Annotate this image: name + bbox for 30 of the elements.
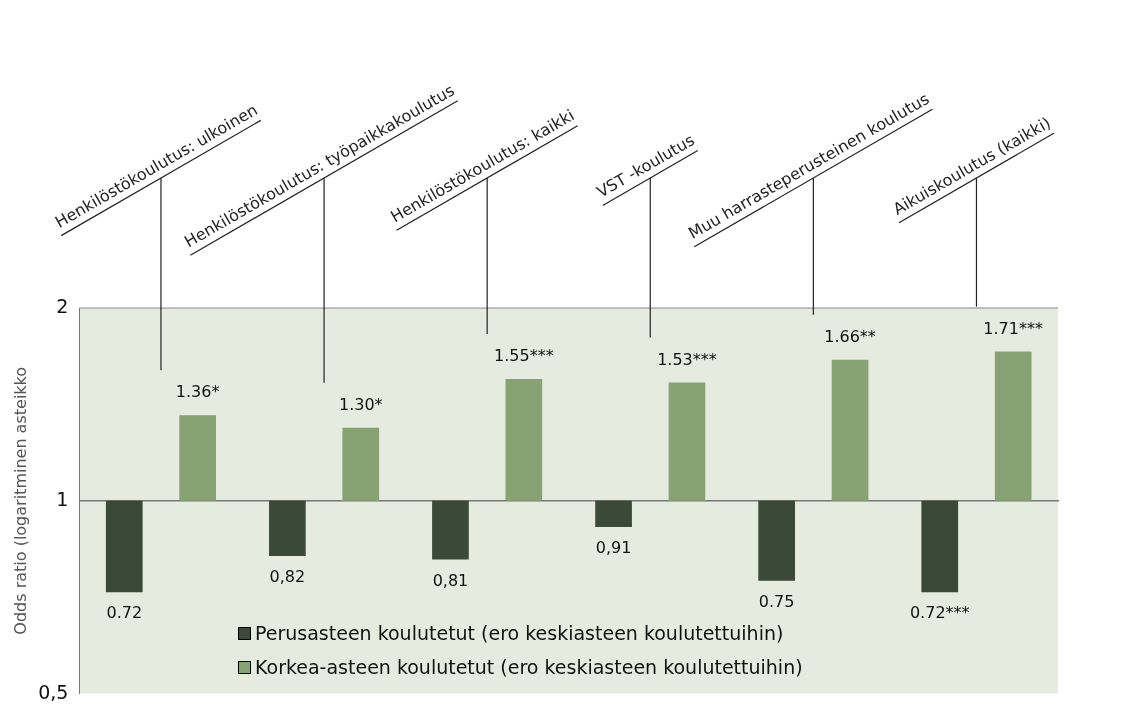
- data-label: 1.30*: [338, 394, 383, 414]
- data-label: 0,91: [595, 538, 632, 558]
- bar: [342, 427, 380, 501]
- bar: [921, 500, 959, 593]
- bar: [179, 415, 217, 501]
- data-label: 0.72: [106, 603, 143, 623]
- bar: [105, 500, 143, 593]
- legend-label: Perusasteen koulutetut (ero keskiasteen koulutettuihin): [255, 621, 784, 646]
- legend-label: Korkea-asteen koulutetut (ero keskiasteen koulutettuihin): [255, 655, 803, 680]
- data-label: 1.71***: [983, 318, 1043, 338]
- data-label: 1.53***: [657, 349, 717, 369]
- data-label: 1.66**: [824, 326, 876, 346]
- data-label: 0.72***: [909, 603, 970, 623]
- bar: [668, 382, 706, 501]
- bar: [505, 378, 543, 501]
- data-label: 0.75: [758, 591, 795, 611]
- data-label: 0,82: [269, 567, 306, 587]
- bar: [595, 500, 632, 528]
- bar: [758, 500, 796, 581]
- y-tick-label: 1: [56, 487, 69, 510]
- y-axis-title: Odds ratio (logaritminen asteikko: [10, 366, 30, 635]
- y-tick-label: 0,5: [38, 680, 69, 703]
- y-tick-label: 2: [56, 294, 69, 317]
- data-label: 0,81: [432, 570, 469, 590]
- bar: [432, 500, 469, 560]
- data-label: 1.36*: [175, 382, 220, 402]
- data-label: 1.55***: [494, 346, 554, 366]
- bar: [831, 359, 869, 501]
- bar: [994, 351, 1032, 501]
- bar: [269, 500, 306, 556]
